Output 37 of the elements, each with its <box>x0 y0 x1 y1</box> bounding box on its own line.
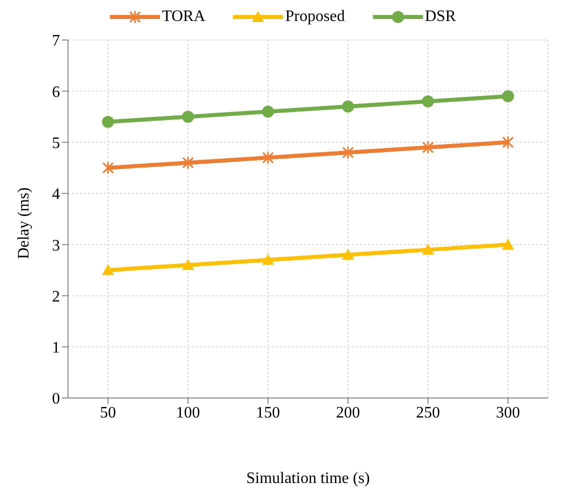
point <box>342 146 354 160</box>
legend-label: Proposed <box>285 8 345 26</box>
point <box>262 150 274 164</box>
x-tick-label: 100 <box>176 404 200 422</box>
y-tick-label: 1 <box>52 340 60 357</box>
x-tick-label: 200 <box>336 404 360 422</box>
point <box>102 116 114 128</box>
point <box>182 110 194 123</box>
point <box>422 140 434 154</box>
y-tick-label: 5 <box>52 134 60 152</box>
point <box>342 248 354 260</box>
x-axis-title: Simulation time (s) <box>246 470 370 487</box>
x-tick-label: 150 <box>256 404 280 422</box>
y-tick-label: 7 <box>52 32 60 50</box>
x-tick-label: 250 <box>416 404 440 422</box>
point <box>102 264 114 276</box>
point <box>262 254 274 265</box>
point <box>502 90 514 102</box>
point <box>422 244 434 255</box>
point <box>182 259 194 270</box>
point <box>502 238 514 250</box>
point <box>502 135 514 150</box>
point <box>262 106 274 118</box>
legend-label: TORA <box>162 8 206 26</box>
point <box>182 156 194 170</box>
x-tick-label: 50 <box>100 404 116 422</box>
y-tick-label: 2 <box>52 288 60 306</box>
x-tick-label: 300 <box>496 404 520 422</box>
y-tick-label: 4 <box>52 186 60 204</box>
point <box>102 161 114 175</box>
y-axis-title: Delay (ms) <box>16 187 33 259</box>
legend-label: DSR <box>424 8 456 26</box>
y-tick-label: 0 <box>52 390 60 408</box>
y-tick-label: 3 <box>52 237 60 254</box>
y-tick-label: 6 <box>52 84 60 101</box>
point <box>342 100 354 112</box>
point <box>422 95 434 108</box>
